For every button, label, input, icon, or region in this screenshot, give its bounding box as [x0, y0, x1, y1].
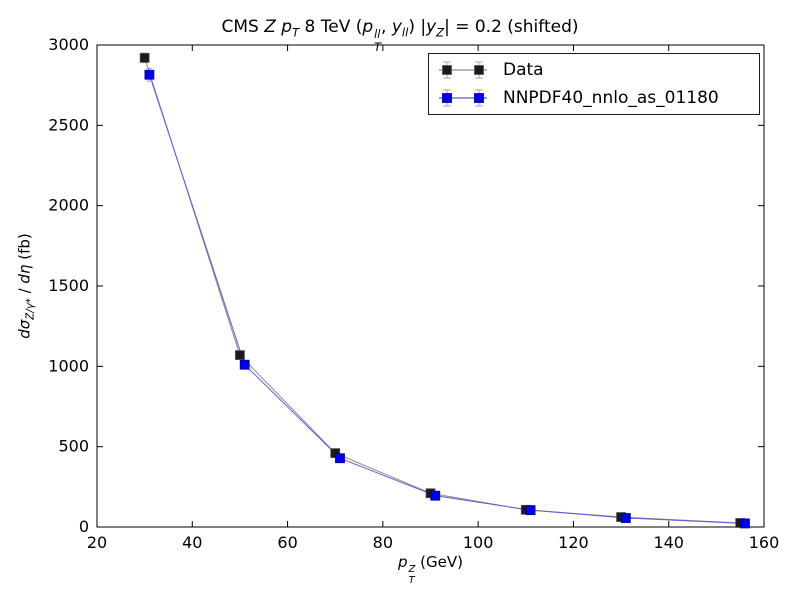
chart-title: CMS Z pT 8 TeV (p ll T, yll) |yZ| = 0.2 (s… — [221, 17, 579, 54]
marker-series-0 — [235, 350, 245, 360]
marker-series-1 — [335, 453, 345, 464]
legend-sample-marker — [474, 93, 484, 103]
y-axis-label: dσZ/γ* / dη (fb) — [15, 233, 37, 339]
legend-marker-data — [439, 61, 487, 79]
x-tick-label: 20 — [87, 533, 107, 552]
xlabel-subscript: T — [408, 575, 415, 587]
x-tick-label: 60 — [277, 533, 297, 552]
marker-series-1 — [740, 518, 750, 529]
y-tick-label: 1500 — [48, 276, 89, 295]
marker-series-1 — [144, 69, 155, 80]
xlabel-superscript: Z — [408, 563, 416, 575]
legend-label-nnpdf: NNPDF40_nnlo_as_01180 — [503, 88, 719, 108]
marker-series-1 — [430, 490, 441, 501]
legend-entry-data: Data — [435, 57, 753, 83]
marker-series-1 — [525, 505, 536, 516]
legend-entry-nnpdf: NNPDF40_nnlo_as_01180 — [435, 85, 753, 111]
marker-series-0 — [139, 52, 150, 63]
x-tick-label: 100 — [463, 533, 494, 552]
x-tick-label: 140 — [653, 533, 684, 552]
title-text: CMS — [221, 17, 265, 37]
y-tick-label: 0 — [79, 517, 89, 536]
legend-sample-marker — [442, 93, 452, 103]
marker-series-1 — [239, 359, 250, 370]
x-tick-label: 80 — [373, 533, 393, 552]
y-tick-label: 1000 — [48, 356, 89, 375]
marker-series-1 — [620, 513, 631, 523]
title-subscript: T — [374, 40, 382, 54]
x-tick-label: 120 — [558, 533, 589, 552]
x-tick-label: 40 — [182, 533, 202, 552]
plot-border — [96, 44, 765, 528]
y-tick-label: 2500 — [48, 115, 89, 134]
series-line-1 — [148, 74, 745, 524]
title-superscript: ll — [374, 27, 381, 41]
legend-box: Data NNPDF40_nnlo_as_01180 — [428, 53, 760, 115]
series-line-0 — [144, 57, 741, 524]
y-tick-label: 3000 — [48, 35, 89, 54]
y-tick-label: 500 — [58, 437, 89, 456]
y-tick-label: 2000 — [48, 196, 89, 215]
legend-sample-marker — [442, 65, 452, 75]
legend-marker-nnpdf — [439, 89, 487, 107]
legend-sample-marker — [474, 65, 484, 75]
legend-label-data: Data — [503, 60, 544, 80]
x-tick-label: 160 — [749, 533, 780, 552]
